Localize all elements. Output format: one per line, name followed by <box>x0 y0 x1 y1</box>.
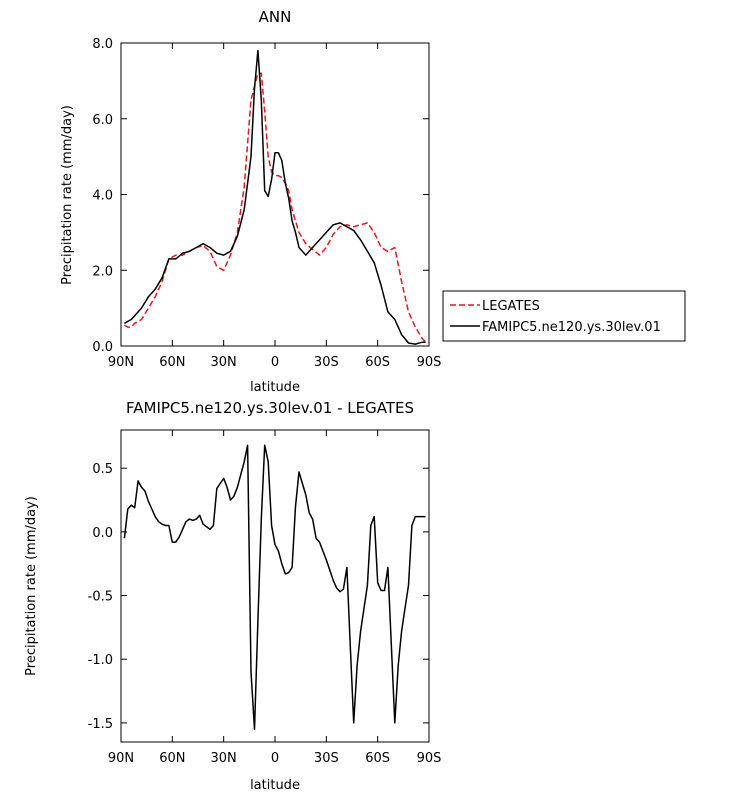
series-line-legates <box>124 72 428 345</box>
x-tick-label: 30S <box>314 355 339 370</box>
legend-box <box>442 290 686 342</box>
chart-title: FAMIPC5.ne120.ys.30lev.01 - LEGATES <box>126 399 414 417</box>
chart-difference: FAMIPC5.ne120.ys.30lev.01 - LEGATES lati… <box>24 399 441 793</box>
y-tick-label: 6.0 <box>92 113 113 128</box>
x-tick-label: 90S <box>417 355 442 370</box>
y-axis-label: Precipitation rate (mm/day) <box>60 105 75 285</box>
legend-label-model: FAMIPC5.ne120.ys.30lev.01 <box>482 320 661 335</box>
series-line-model <box>124 49 426 345</box>
x-tick-label: 60S <box>365 751 390 766</box>
x-tick-label: 0 <box>271 751 279 766</box>
x-axis-label: latitude <box>250 380 300 395</box>
y-axis-label: Precipitation rate (mm/day) <box>24 496 39 676</box>
chart-ann: ANN latitude Precipitation rate (mm/day)… <box>60 8 686 395</box>
plot-frame <box>120 42 430 347</box>
x-tick-label: 90N <box>108 355 134 370</box>
y-tick-label: 2.0 <box>92 264 113 279</box>
x-tick-label: 60N <box>159 751 185 766</box>
y-tick-label: -1.0 <box>88 653 113 668</box>
x-axis-label: latitude <box>250 778 300 793</box>
x-tick-label: 0 <box>271 355 279 370</box>
x-tick-label: 90S <box>417 751 442 766</box>
x-tick-label: 30N <box>211 355 237 370</box>
legend: LEGATES FAMIPC5.ne120.ys.30lev.01 <box>442 290 686 342</box>
y-tick-label: -1.5 <box>88 717 113 732</box>
x-tick-label: 30N <box>211 751 237 766</box>
x-tick-label: 90N <box>108 751 134 766</box>
y-tick-label: 4.0 <box>92 189 113 204</box>
series-line-difference <box>123 444 426 731</box>
x-tick-label: 60N <box>159 355 185 370</box>
y-tick-label: 0.5 <box>92 462 113 477</box>
y-tick-label: 0.0 <box>92 340 113 355</box>
plot-frame <box>120 429 430 743</box>
y-tick-label: 0.0 <box>92 526 113 541</box>
y-tick-label: -0.5 <box>88 590 113 605</box>
chart-title: ANN <box>259 8 292 26</box>
legend-label-legates: LEGATES <box>482 299 540 314</box>
x-tick-label: 60S <box>365 355 390 370</box>
y-tick-label: 8.0 <box>92 37 113 52</box>
x-tick-label: 30S <box>314 751 339 766</box>
